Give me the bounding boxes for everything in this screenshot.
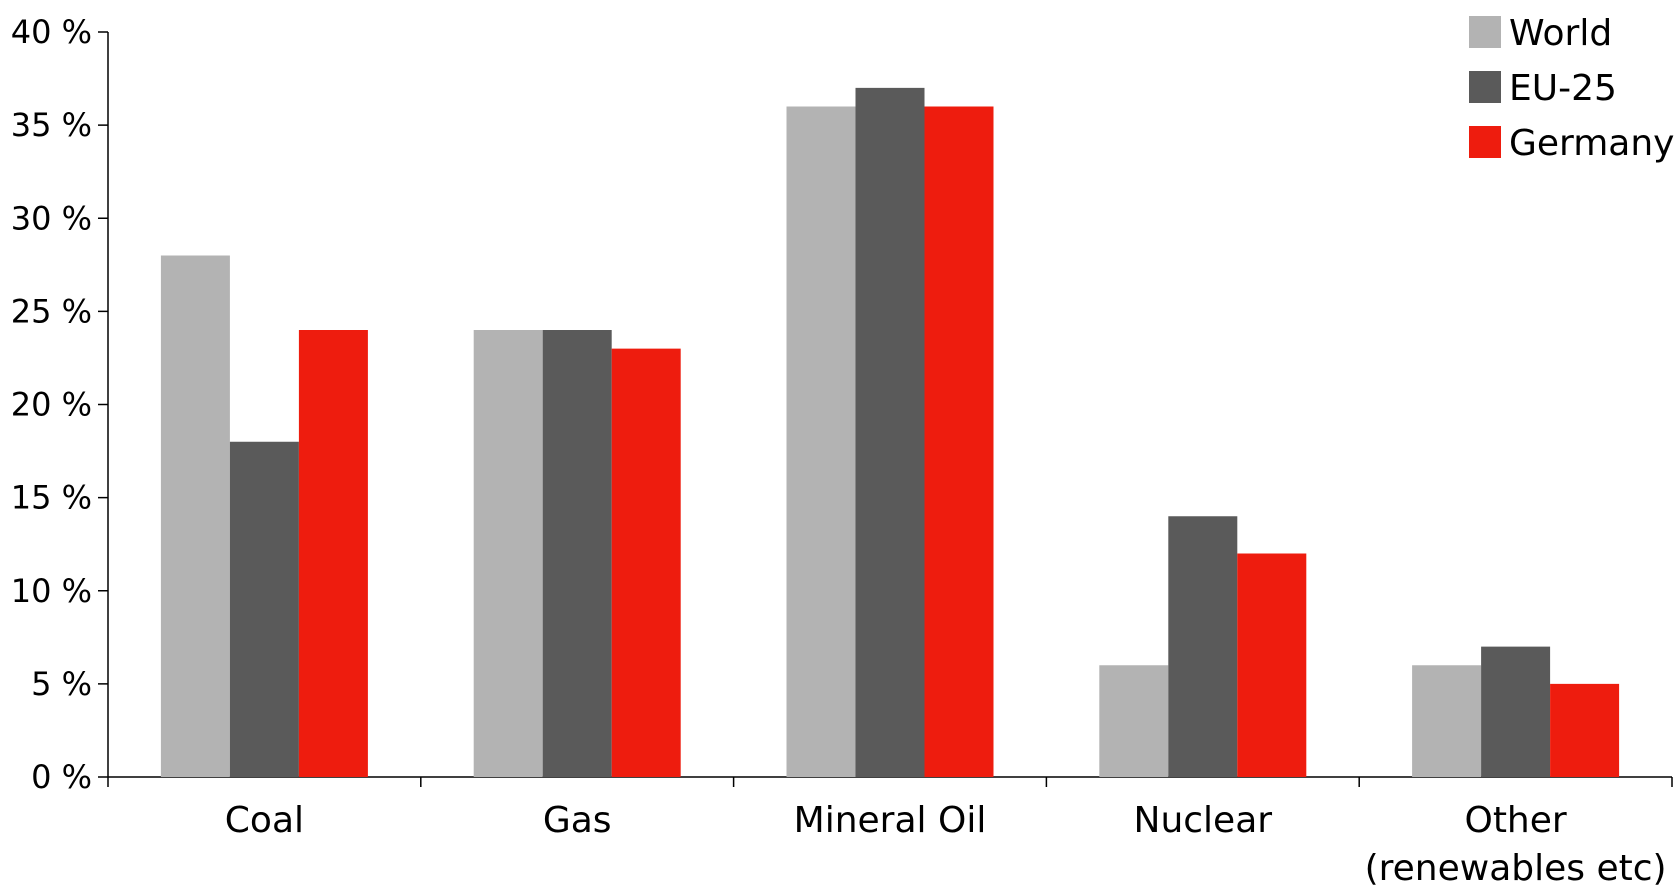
- bar-world-mineral-oil: [786, 106, 856, 777]
- bar-eu-25-other: [1481, 646, 1551, 777]
- y-tick-label: 35 %: [11, 106, 92, 144]
- bar-eu-25-gas: [542, 330, 612, 777]
- bar-world-coal: [160, 255, 230, 777]
- legend-swatch-world: [1469, 16, 1501, 48]
- bar-eu-25-mineral-oil: [855, 87, 925, 777]
- bar-germany-mineral-oil: [924, 106, 994, 777]
- bar-world-other: [1412, 665, 1482, 777]
- y-tick-label: 30 %: [11, 199, 92, 237]
- legend-label-germany: Germany: [1509, 123, 1674, 164]
- legend-swatch-germany: [1469, 126, 1501, 158]
- bar-world-nuclear: [1099, 665, 1169, 777]
- legend-label-eu-25: EU-25: [1509, 68, 1617, 109]
- bar-germany-nuclear: [1237, 553, 1307, 777]
- labels: 0 % 5 % 10 % 15 % 20 % 25 % 30 % 35 % 40 % Coal Ga…: [11, 13, 1667, 888]
- x-category-label: Gas: [543, 800, 612, 841]
- y-tick-label: 25 %: [11, 292, 92, 330]
- y-tick-label: 20 %: [11, 386, 92, 424]
- x-category-label: Coal: [225, 800, 304, 841]
- y-tick-label: 15 %: [11, 479, 92, 517]
- bar-germany-gas: [611, 348, 681, 777]
- legend-label-world: World: [1509, 13, 1612, 54]
- y-tick-label: 10 %: [11, 572, 92, 610]
- bar-germany-coal: [298, 330, 368, 777]
- bar-eu-25-coal: [229, 441, 299, 777]
- y-tick-label: 5 %: [31, 665, 92, 703]
- x-category-label: Mineral Oil: [794, 800, 987, 841]
- legend-swatch-eu-25: [1469, 71, 1501, 103]
- y-tick-label: 0 %: [31, 758, 92, 796]
- y-tick-label: 40 %: [11, 13, 92, 51]
- legend: World EU-25 Germany: [1469, 13, 1674, 164]
- bars: [160, 87, 1620, 777]
- bar-eu-25-nuclear: [1168, 516, 1238, 777]
- bar-world-gas: [473, 330, 543, 777]
- bar-germany-other: [1550, 683, 1620, 777]
- x-category-label: Other (renewables etc): [1365, 800, 1667, 888]
- x-category-label: Nuclear: [1134, 800, 1273, 841]
